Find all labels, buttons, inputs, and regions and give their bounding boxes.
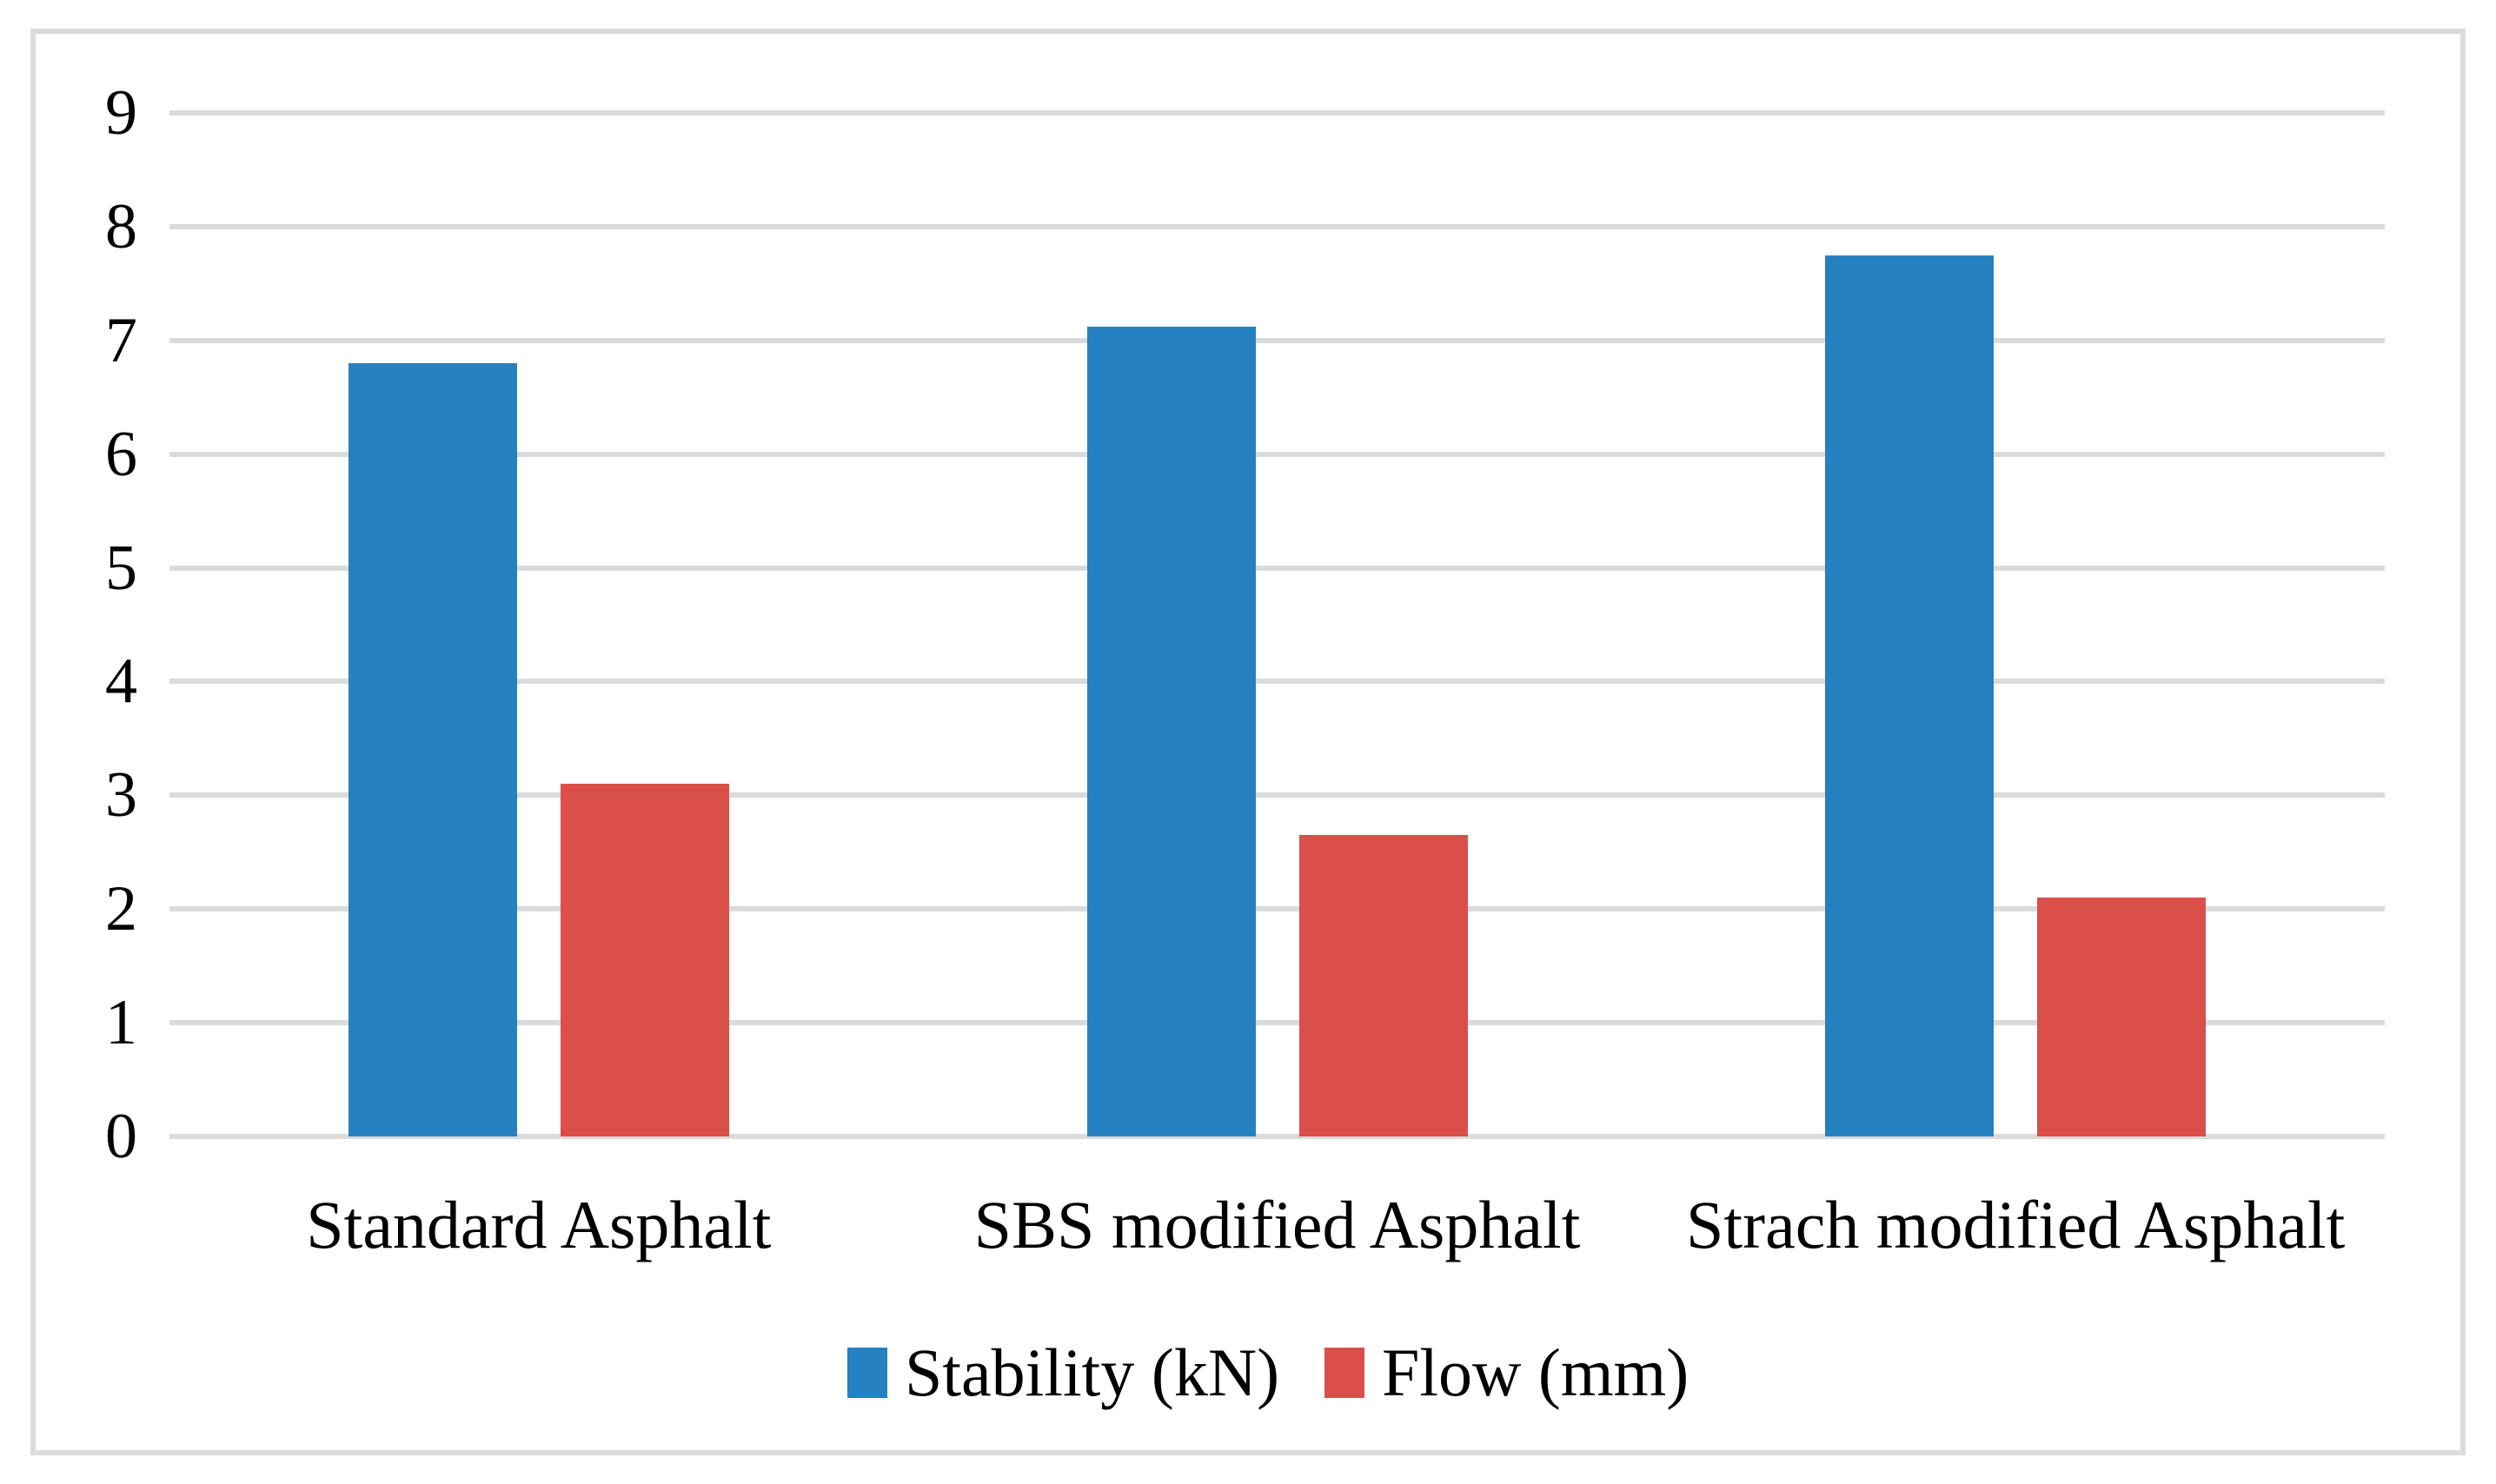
gridline-y-3: [169, 792, 2385, 798]
bar-stability-1: [348, 362, 517, 1136]
legend-label: Stability (kN): [905, 1335, 1280, 1410]
legend-swatch-icon: [847, 1348, 887, 1398]
gridline-y-5: [169, 565, 2385, 571]
legend-label: Flow (mm): [1382, 1335, 1689, 1410]
bar-stability-2: [1086, 327, 1256, 1136]
y-tick-label-4: 4: [105, 646, 137, 718]
gridline-y-8: [169, 223, 2385, 229]
gridline-y-6: [169, 451, 2385, 457]
y-tick-label-9: 9: [105, 77, 137, 149]
gridline-y-2: [169, 906, 2385, 912]
bar-flow-2: [1298, 835, 1468, 1136]
y-tick-label-3: 3: [105, 759, 137, 831]
y-tick-label-0: 0: [105, 1101, 137, 1172]
bar-stability-3: [1825, 255, 1995, 1136]
gridline-y-4: [169, 679, 2385, 685]
legend-item-flow: Flow (mm): [1324, 1331, 1689, 1414]
y-tick-label-1: 1: [105, 987, 137, 1059]
gridline-y-7: [169, 337, 2385, 343]
x-category-label-3: Strach modified Asphalt: [1686, 1187, 2346, 1262]
y-tick-label-5: 5: [105, 532, 137, 604]
y-tick-label-6: 6: [105, 418, 137, 490]
y-tick-label-7: 7: [105, 304, 137, 376]
x-category-label-2: SBS modified Asphalt: [973, 1187, 1581, 1262]
gridline-y-9: [169, 110, 2385, 116]
gridline-y-1: [169, 1020, 2385, 1026]
bar-flow-1: [560, 784, 729, 1136]
legend-swatch-icon: [1324, 1348, 1364, 1398]
legend-item-stability: Stability (kN): [847, 1331, 1279, 1414]
bar-flow-3: [2037, 898, 2207, 1136]
gridline-y-0: [169, 1134, 2385, 1139]
y-tick-label-2: 2: [105, 873, 137, 945]
x-category-label-1: Standard Asphalt: [306, 1187, 772, 1262]
y-tick-label-8: 8: [105, 190, 137, 262]
